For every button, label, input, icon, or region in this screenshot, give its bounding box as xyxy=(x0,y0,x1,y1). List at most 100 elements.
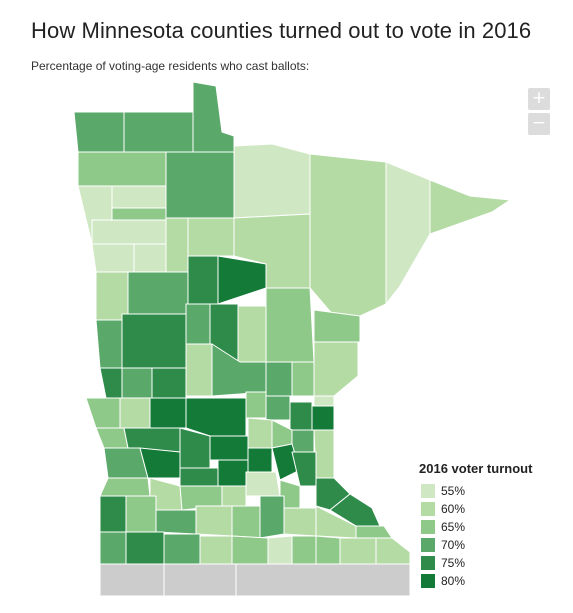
county-marshall[interactable] xyxy=(77,151,167,187)
county-chisago-north[interactable] xyxy=(313,395,335,407)
county-benton[interactable] xyxy=(245,391,267,419)
county-beltrami[interactable] xyxy=(165,151,235,219)
county-chisago[interactable] xyxy=(311,405,335,431)
county-todd[interactable] xyxy=(185,343,213,397)
county-winona[interactable] xyxy=(355,525,393,539)
county-pope[interactable] xyxy=(151,367,187,399)
county-blue-earth[interactable] xyxy=(231,535,269,565)
county-washington[interactable] xyxy=(313,429,335,479)
county-pennington-north[interactable] xyxy=(111,207,167,221)
county-pennington[interactable] xyxy=(91,219,167,245)
county-pine[interactable] xyxy=(313,341,359,397)
legend-item: 75% xyxy=(419,554,532,572)
county-stearns[interactable] xyxy=(185,397,247,437)
legend-swatch xyxy=(421,538,435,552)
county-mille-lacs-north[interactable] xyxy=(237,305,267,363)
county-carver[interactable] xyxy=(247,447,273,473)
county-isanti[interactable] xyxy=(291,361,315,397)
county-faribault[interactable] xyxy=(163,563,237,597)
county-ramsey[interactable] xyxy=(291,429,315,453)
county-layer xyxy=(73,81,511,597)
county-murray[interactable] xyxy=(125,495,157,533)
legend-label: 80% xyxy=(441,574,466,588)
county-renville[interactable] xyxy=(179,467,219,487)
legend-swatch xyxy=(421,484,435,498)
county-nicollet[interactable] xyxy=(231,505,261,539)
county-kittson[interactable] xyxy=(73,111,125,153)
county-rock[interactable] xyxy=(99,531,127,565)
county-clay[interactable] xyxy=(95,271,129,321)
legend-item: 80% xyxy=(419,572,532,590)
county-cook[interactable] xyxy=(429,179,511,235)
county-meeker[interactable] xyxy=(209,435,249,461)
county-southwest-border[interactable] xyxy=(99,563,165,597)
county-norman[interactable] xyxy=(91,243,135,273)
county-swift[interactable] xyxy=(149,397,187,429)
county-koochiching[interactable] xyxy=(233,143,311,219)
county-hennepin-north[interactable] xyxy=(271,419,293,449)
county-southern-border[interactable] xyxy=(235,563,411,597)
county-pipestone[interactable] xyxy=(99,495,127,533)
county-olmsted[interactable] xyxy=(315,535,341,565)
county-jackson[interactable] xyxy=(163,533,201,565)
county-freeborn[interactable] xyxy=(291,535,317,565)
county-waseca[interactable] xyxy=(267,535,293,565)
county-carlton[interactable] xyxy=(313,309,361,343)
legend-label: 70% xyxy=(441,538,466,552)
legend-label: 65% xyxy=(441,520,466,534)
county-lincoln[interactable] xyxy=(99,477,151,497)
county-brown[interactable] xyxy=(195,505,233,537)
county-st-louis[interactable] xyxy=(309,153,387,317)
county-aitkin[interactable] xyxy=(265,287,315,363)
county-douglas[interactable] xyxy=(121,367,153,399)
county-cottonwood[interactable] xyxy=(155,509,197,535)
county-wilkin[interactable] xyxy=(95,319,123,369)
county-red-lake[interactable] xyxy=(111,185,167,209)
county-mahnomen[interactable] xyxy=(133,243,167,273)
legend-swatch xyxy=(421,556,435,570)
county-becker[interactable] xyxy=(127,271,189,315)
zoom-out-button[interactable]: − xyxy=(528,113,550,135)
county-mower[interactable] xyxy=(339,537,377,565)
county-grant[interactable] xyxy=(99,367,123,399)
county-wadena[interactable] xyxy=(185,303,211,345)
county-wright[interactable] xyxy=(247,417,273,449)
county-anoka[interactable] xyxy=(289,401,313,431)
county-martin[interactable] xyxy=(199,535,233,565)
county-hubbard[interactable] xyxy=(187,217,235,257)
page-subtitle: Percentage of voting-age residents who c… xyxy=(31,59,310,73)
page-title: How Minnesota counties turned out to vot… xyxy=(31,18,532,43)
county-cass[interactable] xyxy=(187,255,219,305)
legend-label: 60% xyxy=(441,502,466,516)
county-stevens[interactable] xyxy=(119,397,151,429)
legend: 2016 voter turnout 55% 60% 65% 70% 75% 80% xyxy=(419,461,532,590)
legend-swatch xyxy=(421,520,435,534)
legend-title: 2016 voter turnout xyxy=(419,461,533,476)
county-sibley[interactable] xyxy=(221,485,247,507)
county-sherburne[interactable] xyxy=(265,395,291,421)
county-dakota[interactable] xyxy=(291,451,317,487)
county-lake[interactable] xyxy=(385,161,431,305)
county-crow-wing-north[interactable] xyxy=(217,255,267,305)
county-traverse[interactable] xyxy=(85,397,121,429)
county-otter-tail[interactable] xyxy=(121,313,187,369)
county-mcleod[interactable] xyxy=(217,459,249,487)
legend-item: 55% xyxy=(419,482,532,500)
county-houston[interactable] xyxy=(375,537,411,565)
legend-swatch xyxy=(421,574,435,588)
county-clearwater[interactable] xyxy=(165,217,189,273)
legend-item: 60% xyxy=(419,500,532,518)
zoom-in-button[interactable]: + xyxy=(528,88,550,110)
county-big-stone[interactable] xyxy=(95,427,129,449)
legend-swatch xyxy=(421,502,435,516)
county-roseau[interactable] xyxy=(123,111,194,153)
county-le-sueur[interactable] xyxy=(259,495,285,539)
county-nobles[interactable] xyxy=(125,531,165,565)
county-steele[interactable] xyxy=(283,507,317,537)
county-scott[interactable] xyxy=(245,471,281,497)
county-kanabec[interactable] xyxy=(265,361,293,397)
legend-label: 75% xyxy=(441,556,466,570)
legend-item: 65% xyxy=(419,518,532,536)
legend-item: 70% xyxy=(419,536,532,554)
